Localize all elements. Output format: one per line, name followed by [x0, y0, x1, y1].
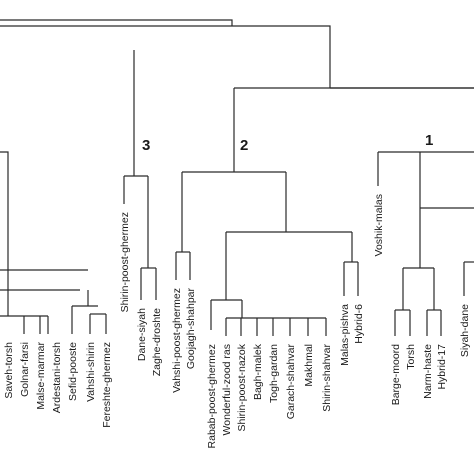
- leaf-label: Voshik-malas: [373, 194, 385, 256]
- leaf-label: Makhmal: [303, 344, 315, 387]
- leaf-label: Goojagh-shahpar: [185, 287, 197, 369]
- branch: [0, 25, 331, 88]
- cluster-label-3: 3: [142, 137, 150, 154]
- leaf-label: Barge-moord: [390, 344, 402, 405]
- leaf-label: Dane-siyah: [136, 308, 148, 361]
- leaf-label: Torsh: [405, 344, 417, 370]
- leaf-label: Bagh-malek: [252, 343, 264, 400]
- leaf-label: Siyah-dane: [459, 304, 471, 357]
- leaf-label: Saveh-torsh: [3, 342, 15, 399]
- leaf-label: Vahshi-shirin: [85, 342, 97, 402]
- leaf-label: Wonderful-zood ras: [221, 344, 233, 435]
- leaf-label: Golnar-farsi: [19, 342, 31, 397]
- leaf-label: Shirin-poost-ghermez: [119, 212, 131, 312]
- leaf-label: Fereshte-ghermez: [101, 342, 113, 428]
- leaf-label: Togh-gardan: [268, 344, 280, 403]
- leaf-label: Malas-pishva: [339, 304, 351, 366]
- leaf-label: Zaghe-droshte: [151, 308, 163, 376]
- leaf-label: Shirin-shahvar: [321, 344, 333, 412]
- leaf-label: Malse-marmar: [35, 341, 47, 409]
- leaf-label: Hybrid-6: [353, 304, 365, 344]
- leaf-label: Vahshi-poost-ghermez: [171, 288, 183, 393]
- leaf-label: Hybrid-17: [436, 344, 448, 390]
- branch: [0, 19, 233, 26]
- cluster-label-1: 1: [425, 132, 433, 149]
- branch: [0, 151, 9, 270]
- leaf-label: Sefid-pooste: [67, 342, 79, 401]
- leaf-label: Ardestani-torsh: [51, 342, 63, 413]
- cluster-labels: 3 2 1: [142, 132, 433, 154]
- dendrogram-branches: [0, 19, 474, 336]
- leaf-label: Rabab-poost-ghermez: [206, 344, 218, 448]
- leaf-label: Narm-haste: [422, 344, 434, 399]
- leaf-label: Shirin-poost-nazok: [236, 343, 248, 431]
- leaf-label: Garach-shahvar: [285, 344, 297, 420]
- cluster-label-2: 2: [240, 137, 248, 154]
- leaf-labels: Saveh-torsh Golnar-farsi Malse-marmar Ar…: [3, 194, 471, 448]
